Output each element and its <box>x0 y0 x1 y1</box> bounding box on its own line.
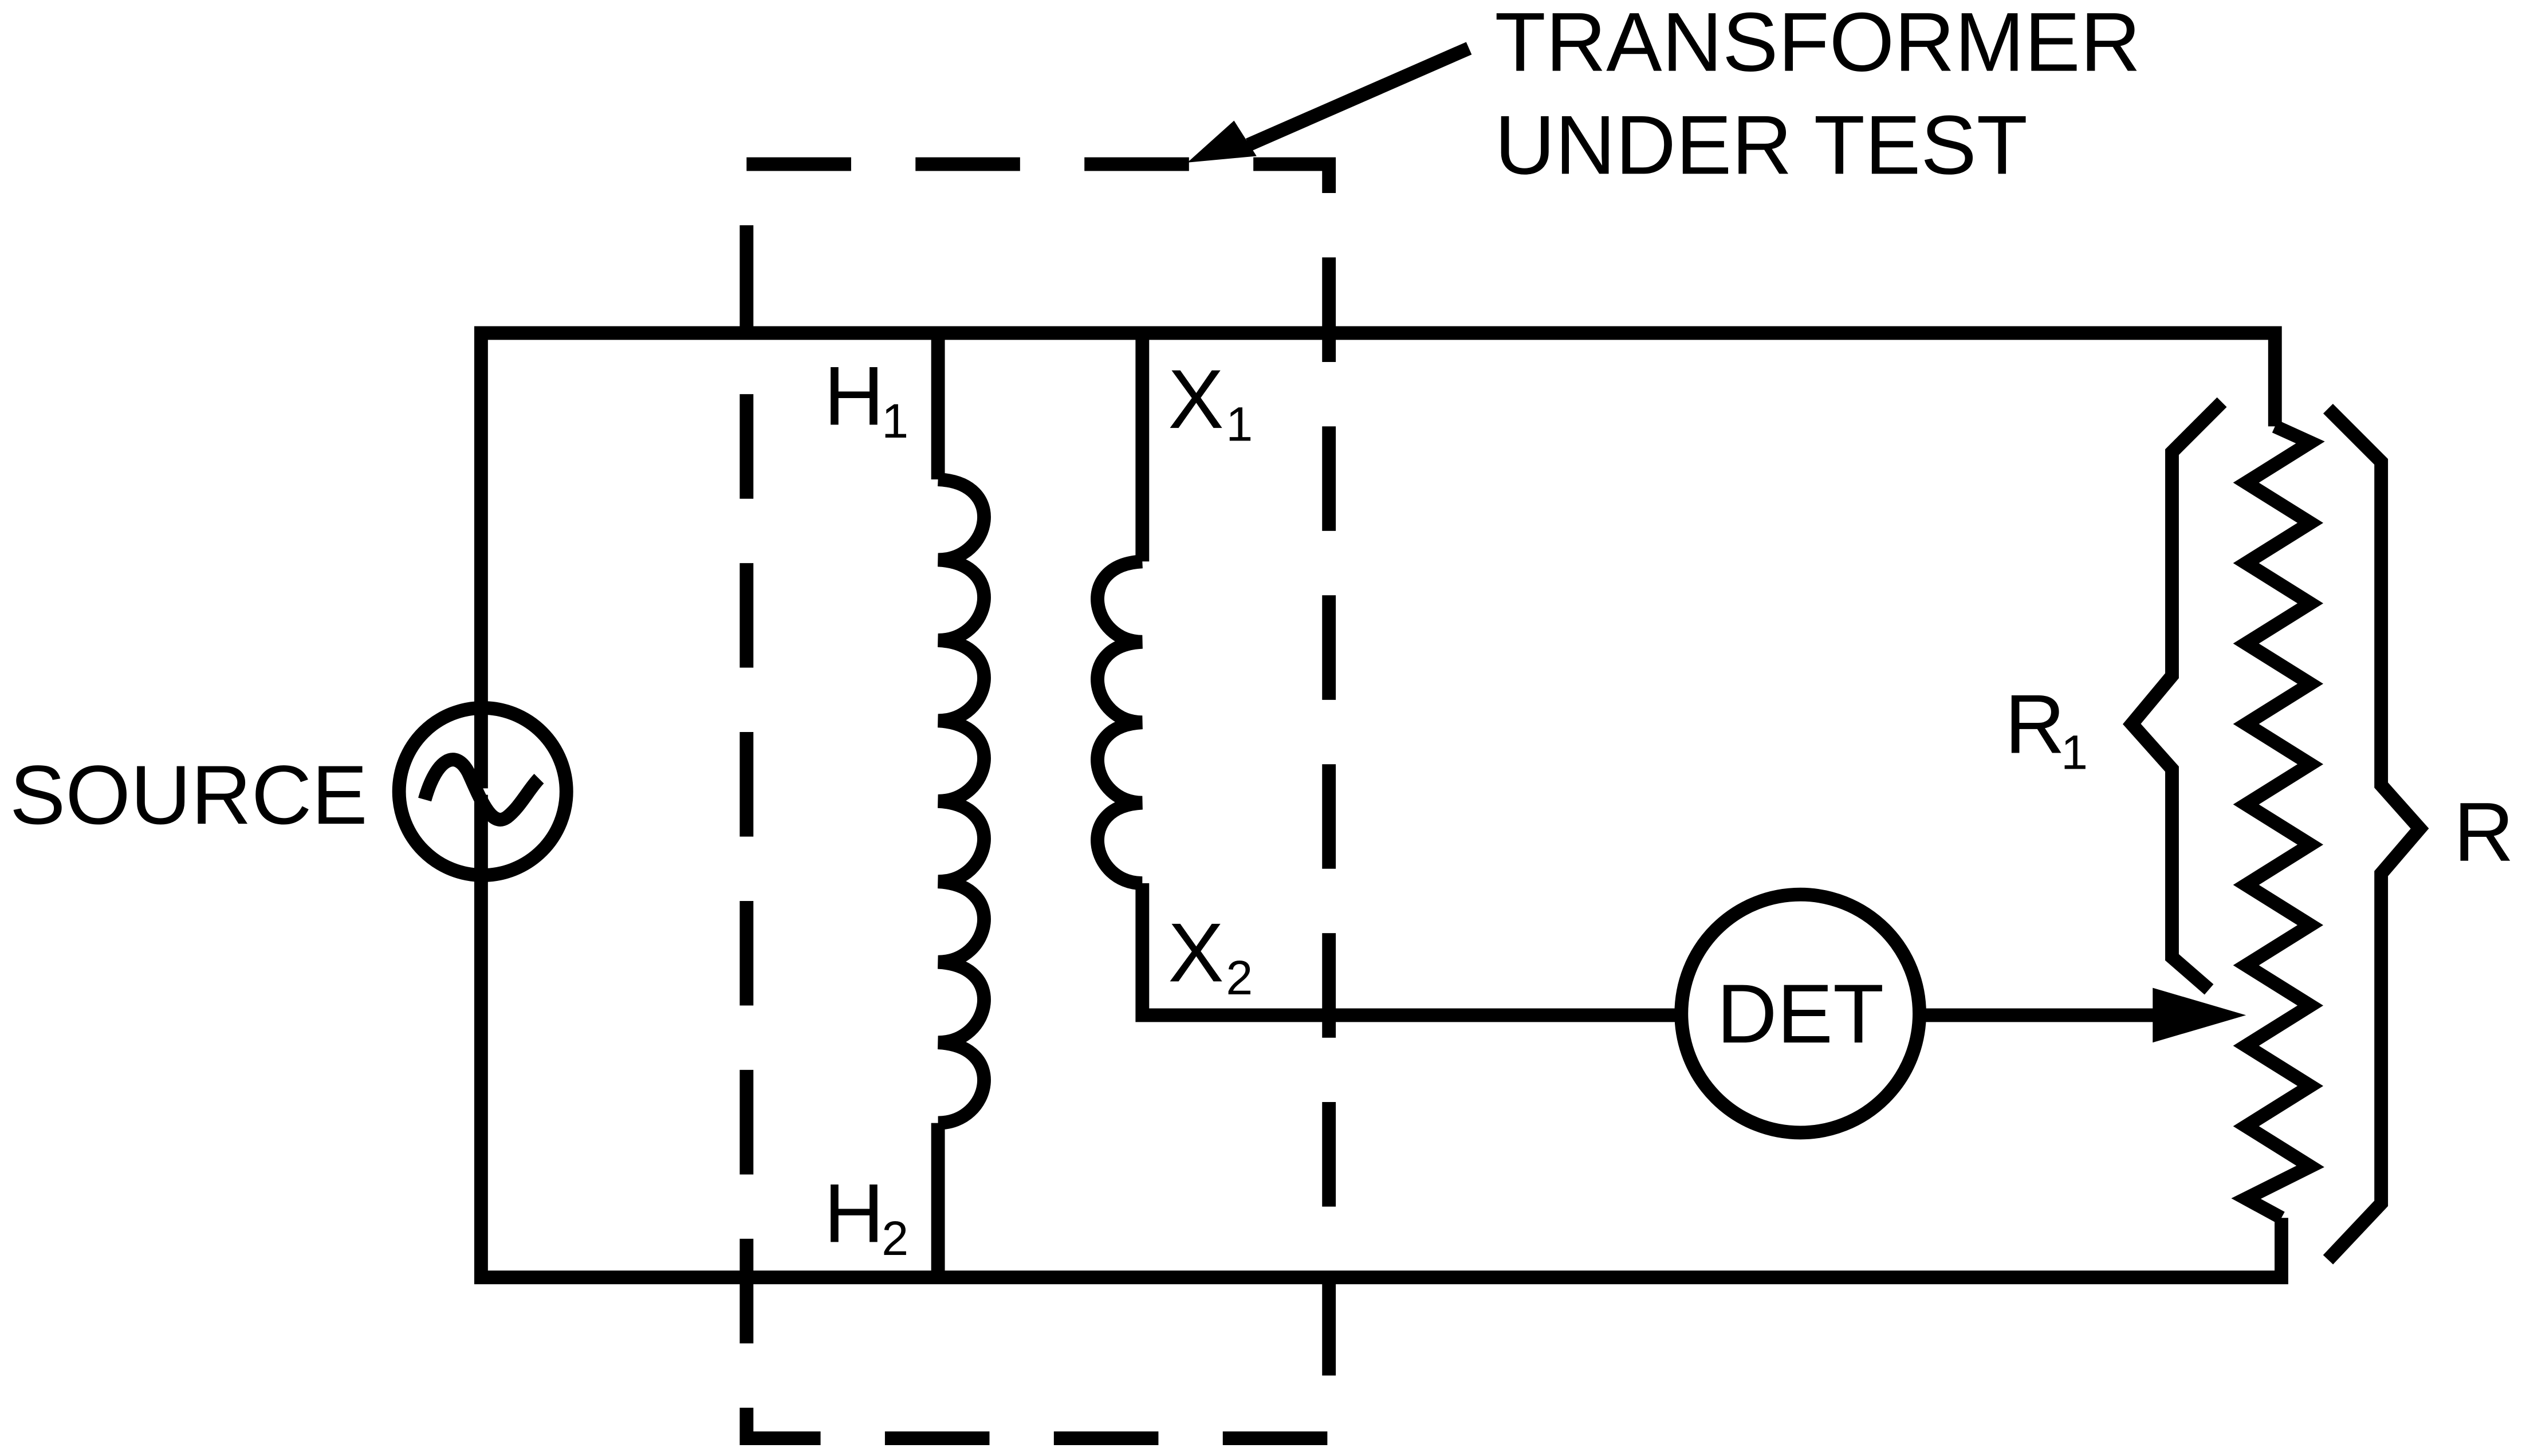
primary-winding <box>937 473 991 1130</box>
detector-label: DET <box>1717 967 1884 1060</box>
top-wire <box>474 326 2282 789</box>
variable-resistor <box>2231 420 2325 1224</box>
terminal-x2-subscript: 2 <box>1226 951 1253 1005</box>
sine-wave-icon <box>418 753 544 827</box>
wiper-arrowhead <box>2153 987 2246 1043</box>
terminal-h2-subscript: 2 <box>882 1211 908 1265</box>
source-label: SOURCE <box>10 748 368 841</box>
bottom-wire <box>474 794 2288 1285</box>
transformer-boundary <box>739 157 1336 1446</box>
terminal-x1-label: X <box>1168 352 1223 446</box>
callout-label-line1: TRANSFORMER <box>1494 0 2141 89</box>
terminal-x1-subscript: 1 <box>1226 398 1253 451</box>
terminal-x2-label: X <box>1168 906 1223 999</box>
ac-source-symbol <box>392 701 573 882</box>
callout-arrowhead <box>1187 120 1257 163</box>
secondary-winding <box>1091 554 1143 890</box>
secondary-lead-bottom <box>1135 883 1680 1022</box>
terminal-h1-label: H <box>824 349 884 443</box>
terminal-h2-label: H <box>824 1166 884 1260</box>
r1-label: R <box>2005 678 2065 771</box>
r-brace <box>2323 404 2429 1265</box>
callout-label-line2: UNDER TEST <box>1494 98 2027 191</box>
callout-leader-line <box>1245 42 1472 151</box>
r1-brace <box>2123 397 2227 995</box>
detector-symbol <box>1674 887 1926 1140</box>
r-label: R <box>2454 785 2514 879</box>
r1-subscript: 1 <box>2061 726 2088 780</box>
terminal-h1-subscript: 1 <box>882 394 908 448</box>
